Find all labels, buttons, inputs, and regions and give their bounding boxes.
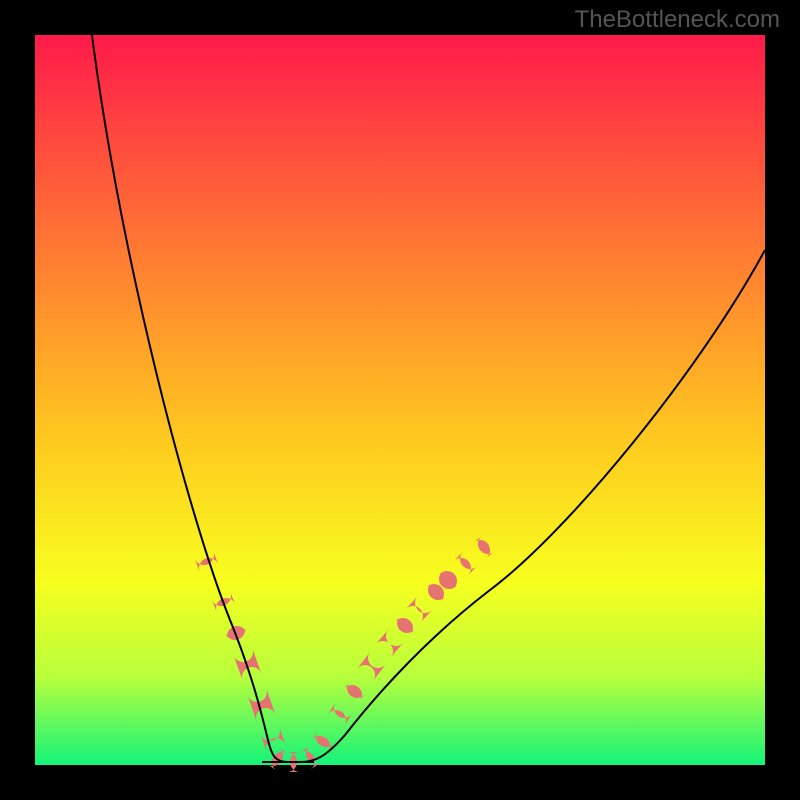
chart-frame: TheBottleneck.com (0, 0, 800, 800)
plot-area (35, 35, 765, 765)
watermark-text: TheBottleneck.com (575, 6, 780, 34)
